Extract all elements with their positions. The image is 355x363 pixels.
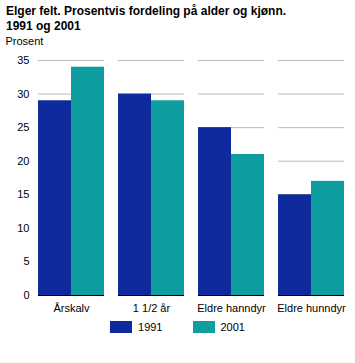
html-text:1991: 1991: [138, 321, 163, 333]
svg-text:Årskalv: Årskalv: [53, 302, 90, 314]
svg-text:Prosent: Prosent: [6, 35, 44, 47]
svg-text:15: 15: [17, 188, 29, 200]
svg-text:30: 30: [17, 88, 29, 100]
html-text:Elger felt. Prosentvis fordeli: Elger felt. Prosentvis fordeling på alde…: [6, 4, 287, 18]
svg-text:20: 20: [17, 155, 29, 167]
svg-text:1 1/2 år: 1 1/2 år: [133, 302, 171, 314]
svg-text:35: 35: [17, 54, 29, 66]
svg-text:Eldre hunndyr: Eldre hunndyr: [277, 302, 346, 314]
html-text:2001: 2001: [220, 321, 245, 333]
svg-text:5: 5: [23, 255, 29, 267]
svg-text:0: 0: [23, 289, 29, 301]
svg-text:Eldre hanndyr: Eldre hanndyr: [197, 302, 266, 314]
svg-text:10: 10: [17, 222, 29, 234]
svg-text:25: 25: [17, 121, 29, 133]
html-text:1991 og 2001: 1991 og 2001: [6, 19, 81, 33]
